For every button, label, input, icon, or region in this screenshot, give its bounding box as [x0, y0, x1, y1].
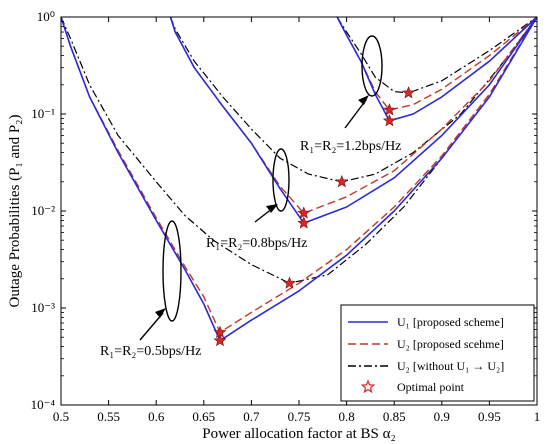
optimal-point [382, 113, 396, 127]
legend-star-icon [360, 379, 376, 394]
optimal-point [297, 216, 311, 229]
y-tick-label: 10⁻³ [31, 300, 55, 315]
annotation-label-1.2: R₁=R₂=1.2bps/Hz [300, 139, 401, 154]
series-u1-rate-0.8 [169, 16, 538, 224]
arrow-head-0.8 [266, 204, 278, 213]
optimal-point [283, 276, 296, 289]
legend-star-shape [360, 379, 376, 394]
arrow-0.5 [139, 312, 164, 341]
x-tick-label: 0.9 [434, 409, 450, 424]
annotation-label-0.5: R₁=R₂=0.5bps/Hz [100, 344, 201, 359]
arrow-head-1.2 [358, 95, 369, 105]
arrow-head-0.5 [155, 308, 166, 318]
series-u2_without-rate-0.5 [60, 16, 538, 284]
x-tick-label: 0.8 [338, 409, 354, 424]
legend-label-u2-without: U₂ [without U₁ → U₂] [397, 359, 504, 373]
legend-label-u2: U₂ [proposed scehme] [397, 337, 504, 351]
ellipse-1.2 [361, 35, 383, 97]
annotation-0.8: R₁=R₂=0.8bps/Hz [206, 148, 307, 251]
annotation-label-0.8: R₁=R₂=0.8bps/Hz [206, 236, 307, 251]
y-tick-label: 10⁰ [37, 9, 55, 24]
x-tick-label: 0.95 [478, 409, 501, 424]
x-tick-label: 0.7 [243, 409, 260, 424]
optimal-point [213, 333, 227, 347]
ellipse-0.8 [272, 148, 290, 212]
x-tick-label: 0.6 [148, 409, 165, 424]
optimal-point [297, 206, 311, 219]
x-axis-title: Power allocation factor at BS α₂ [202, 426, 395, 442]
optimal-markers [213, 86, 415, 347]
optimal-point [402, 86, 415, 99]
x-tick-label: 0.5 [53, 409, 69, 424]
ellipse-0.5 [162, 220, 182, 322]
legend: U₁ [proposed scheme] U₂ [proposed scehme… [340, 304, 535, 402]
x-tick-label: 0.75 [288, 409, 311, 424]
optimal-point [382, 103, 396, 116]
axis-ticks: 0.5 0.55 0.6 0.65 0.7 0.75 0.8 0.85 0.9 0.95 1 10⁻⁴… [31, 9, 541, 424]
x-tick-label: 1 [534, 409, 541, 424]
series-u2_without-rate-0.8 [169, 16, 538, 183]
series-u2_without-rate-1.2 [336, 16, 538, 94]
y-axis-title: Outage Probabilities (P₁ and P₂) [7, 115, 23, 308]
x-tick-label: 0.65 [192, 409, 215, 424]
arrow-1.2 [344, 99, 367, 129]
optimal-point [335, 174, 349, 188]
x-tick-label: 0.85 [383, 409, 406, 424]
y-tick-label: 10⁻¹ [31, 106, 55, 121]
annotation-0.5: R₁=R₂=0.5bps/Hz [100, 220, 201, 359]
legend-label-u1: U₁ [proposed scheme] [397, 315, 504, 329]
y-tick-label: 10⁻² [31, 203, 55, 218]
annotation-1.2: R₁=R₂=1.2bps/Hz [300, 35, 401, 154]
y-tick-label: 10⁻⁴ [31, 397, 56, 412]
legend-label-optimal: Optimal point [397, 380, 465, 394]
x-tick-label: 0.55 [97, 409, 120, 424]
optimal-point [213, 325, 227, 338]
